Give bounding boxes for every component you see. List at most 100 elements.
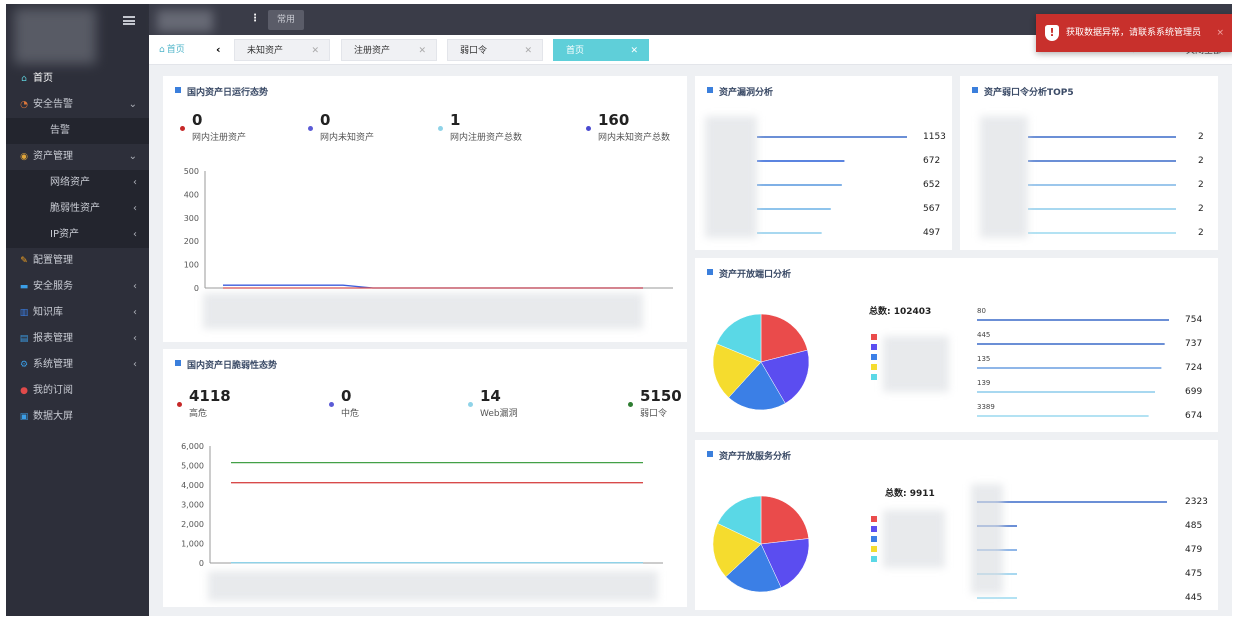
card-title: 国内资产日脆弱性态势 — [175, 358, 277, 371]
card-title: 国内资产日运行态势 — [175, 85, 268, 98]
chevron-down-icon: ⌄ — [128, 151, 137, 162]
y-tick-label: 100 — [184, 261, 199, 270]
chevron-left-icon: ‹ — [133, 229, 137, 240]
weak-bar-chart: 2 2 2 2 2 — [1028, 132, 1204, 238]
blurred-x-labels — [208, 571, 658, 601]
sidebar-item-label: 报表管理 — [33, 333, 73, 344]
stat-value: 5150 — [640, 387, 682, 405]
legend-dot — [468, 402, 473, 407]
legend-dot — [329, 402, 334, 407]
sidebar-item[interactable]: ⌂ 首页 — [6, 66, 149, 92]
home-icon: ⌂ — [21, 74, 27, 84]
close-icon[interactable]: × — [1216, 28, 1224, 38]
chevron-left-icon: ‹ — [133, 307, 137, 318]
legend-swatch — [871, 364, 877, 370]
sidebar-item[interactable]: ▬ 安全服务 ‹ — [6, 274, 149, 300]
blurred-legend — [883, 336, 949, 392]
tab-prev-icon[interactable]: ‹ — [216, 43, 221, 56]
sidebar-item[interactable]: 网络资产 ‹ — [6, 170, 149, 196]
legend-dot — [308, 126, 313, 131]
user-area — [157, 10, 213, 32]
bar-value-label: 2323 — [1185, 497, 1208, 507]
sidebar: ⌂ 首页 ◔ 安全告警 ⌄ 告警 ◉ 资产管理 ⌄ 网络资产 ‹ 脆弱性资产 ‹ IP资产 ‹ ✎ 配置管理 ▬ 安… — [6, 4, 149, 616]
sidebar-item[interactable]: ⚙ 系统管理 ‹ — [6, 352, 149, 378]
more-icon[interactable]: ⋮ — [250, 13, 260, 24]
blurred-legend — [883, 510, 945, 568]
sidebar-item[interactable]: ▣ 数据大屏 — [6, 404, 149, 430]
sidebar-item[interactable]: ▥ 知识库 ‹ — [6, 300, 149, 326]
close-icon[interactable]: ✕ — [524, 46, 532, 56]
bar-value-label: 475 — [1185, 569, 1202, 579]
y-tick-label: 2,000 — [181, 520, 204, 529]
bar — [977, 367, 1162, 369]
common-button[interactable]: 常用 — [268, 10, 304, 30]
tab-label: 首页 — [566, 46, 585, 56]
total-label: 总数: — [869, 307, 891, 317]
sidebar-item[interactable]: ● 我的订阅 — [6, 378, 149, 404]
stat-label: 网内未知资产 — [320, 133, 375, 143]
sidebar-item[interactable]: ▤ 报表管理 ‹ — [6, 326, 149, 352]
screen-icon: ▣ — [19, 412, 29, 422]
bar-value-label: 1153 — [923, 132, 946, 142]
stat-label: Web漏洞 — [480, 409, 518, 419]
card-title: 资产弱口令分析TOP5 — [972, 85, 1074, 98]
close-icon[interactable]: ✕ — [630, 46, 638, 56]
sidebar-item[interactable]: 脆弱性资产 ‹ — [6, 196, 149, 222]
legend-swatch — [871, 516, 877, 522]
pie-slice — [716, 313, 762, 363]
bar-value-label: 2 — [1198, 132, 1204, 142]
tab-home[interactable]: ⌂ 首页 — [159, 41, 185, 59]
blurred-categories — [971, 484, 1003, 594]
y-tick-label: 0 — [194, 284, 199, 293]
sidebar-item[interactable]: 告警 — [6, 118, 149, 144]
card-weak-password-top5: 资产弱口令分析TOP5 2 2 2 2 2 — [960, 76, 1218, 250]
tab-label: 弱口令 — [460, 46, 488, 56]
close-icon[interactable]: ✕ — [311, 46, 319, 56]
stat-value: 14 — [480, 387, 501, 405]
bar-value-label: 737 — [1185, 339, 1202, 349]
tab-unknown-asset[interactable]: 未知资产 ✕ — [234, 39, 330, 61]
tab-weak-password[interactable]: 弱口令 ✕ — [447, 39, 543, 61]
sidebar-item-label: 数据大屏 — [33, 411, 73, 422]
sidebar-item[interactable]: IP资产 ‹ — [6, 222, 149, 248]
y-tick-label: 6,000 — [181, 442, 204, 451]
pie-slice — [728, 361, 786, 411]
chevron-left-icon: ‹ — [133, 359, 137, 370]
stat-value: 0 — [192, 111, 203, 129]
card-title: 资产开放服务分析 — [707, 449, 791, 462]
y-tick-label: 5,000 — [181, 462, 204, 471]
bar-category-label: 445 — [977, 331, 990, 339]
y-tick-label: 4,000 — [181, 481, 204, 490]
bar-value-label: 2 — [1198, 228, 1204, 238]
bar-value-label: 699 — [1185, 387, 1202, 397]
sidebar-item-label: 首页 — [33, 73, 53, 84]
sidebar-item[interactable]: ◔ 安全告警 ⌄ — [6, 92, 149, 118]
pie-slice — [712, 523, 762, 578]
sidebar-item-label: 网络资产 — [50, 177, 90, 188]
app-frame: ⌂ 首页 ◔ 安全告警 ⌄ 告警 ◉ 资产管理 ⌄ 网络资产 ‹ 脆弱性资产 ‹ IP资产 ‹ ✎ 配置管理 ▬ 安… — [6, 4, 1232, 616]
card-title: 资产开放端口分析 — [707, 267, 791, 280]
stat-item: 160 网内未知资产总数 — [586, 111, 671, 143]
stat-label: 网内未知资产总数 — [598, 133, 671, 143]
stat-item: 0 网内注册资产 — [180, 111, 246, 143]
card-open-port: 资产开放端口分析 总数: 102403 754 80 737 445 724 135 699… — [695, 258, 1218, 432]
bar-value-label: 2 — [1198, 156, 1204, 166]
home-icon: ⌂ — [159, 45, 165, 55]
y-tick-label: 1,000 — [181, 540, 204, 549]
sidebar-item-label: 系统管理 — [33, 359, 73, 370]
bar-category-label: 3389 — [977, 403, 995, 411]
bar-value-label: 724 — [1185, 363, 1202, 373]
sidebar-item[interactable]: ◉ 资产管理 ⌄ — [6, 144, 149, 170]
menu-toggle-icon[interactable] — [123, 16, 135, 25]
bar-value-label: 2 — [1198, 180, 1204, 190]
tab-registered-asset[interactable]: 注册资产 ✕ — [341, 39, 437, 61]
sidebar-item-label: 告警 — [50, 125, 70, 136]
bar-category-label: 135 — [977, 355, 990, 363]
stat-item: 0 中危 — [329, 387, 359, 419]
close-icon[interactable]: ✕ — [418, 46, 426, 56]
total-label: 总数: — [885, 489, 907, 499]
tab-home-current[interactable]: 首页 ✕ — [553, 39, 649, 61]
sidebar-item[interactable]: ✎ 配置管理 — [6, 248, 149, 274]
bar — [757, 232, 822, 234]
bar-value-label: 445 — [1185, 593, 1202, 603]
